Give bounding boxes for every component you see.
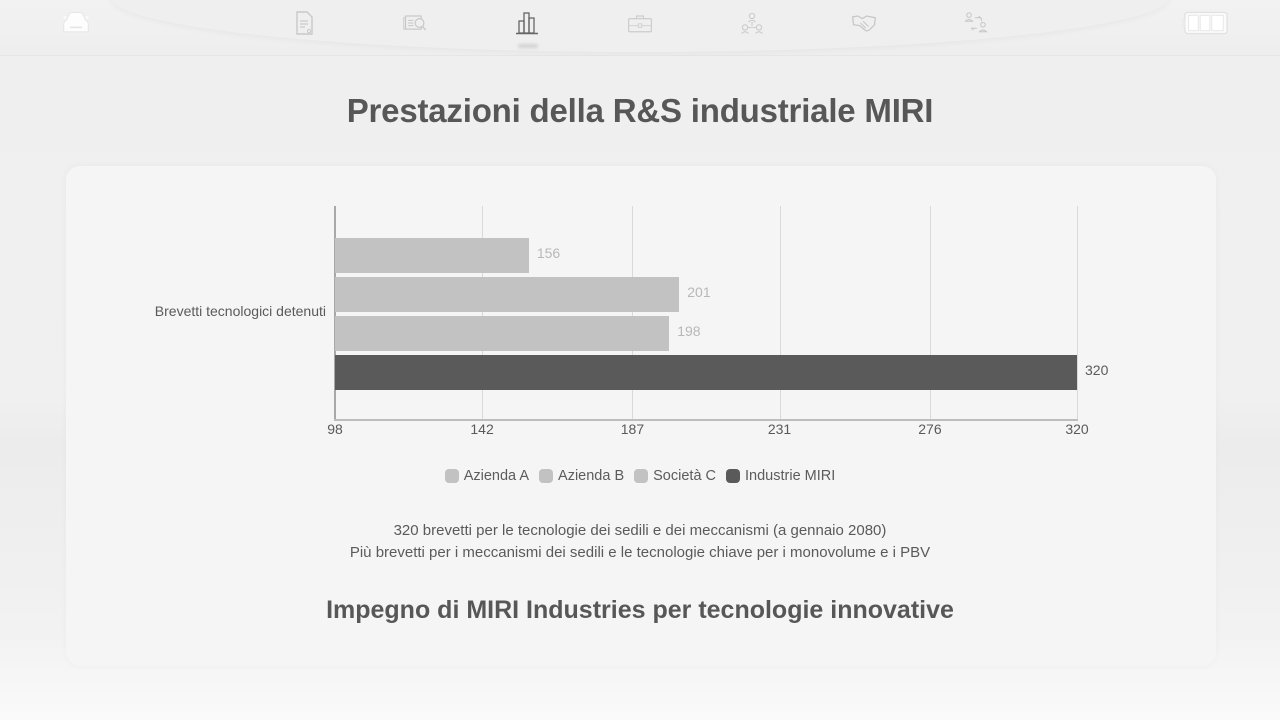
x-tick-label: 231	[767, 421, 792, 437]
note-line-1: 320 brevetti per le tecnologie dei sedil…	[393, 522, 887, 539]
document-icon	[290, 9, 318, 42]
gridline	[482, 206, 483, 420]
x-tick-label: 98	[327, 421, 343, 437]
x-axis-line	[334, 419, 1078, 421]
bar-value-label: 201	[687, 284, 711, 300]
org-chart-icon	[738, 9, 766, 42]
legend-swatch	[726, 469, 741, 483]
legend-item[interactable]: Azienda B	[539, 468, 624, 484]
bar-value-label: 156	[536, 245, 561, 261]
gridline	[1077, 206, 1078, 420]
org-chart-nav-button[interactable]	[736, 10, 768, 40]
legend-item[interactable]: Azienda A	[444, 468, 530, 484]
bar-azienda-a[interactable]	[335, 238, 529, 273]
gridline	[632, 206, 633, 420]
bar-value-label: 198	[677, 323, 701, 339]
page-title: Prestazioni della R&S industriale MIRI	[346, 92, 934, 129]
note-line-2: Più brevetti per i meccanismi dei sedili…	[349, 544, 931, 561]
bar-industrie-miri[interactable]	[335, 355, 1077, 390]
bar-societ-c[interactable]	[335, 316, 670, 351]
car-nav-button[interactable]	[60, 10, 92, 40]
people-exchange-icon	[962, 9, 990, 42]
section-subtitle: Impegno di MIRI Industries per tecnologi…	[326, 596, 954, 624]
legend-label: Industrie MIRI	[745, 468, 836, 484]
y-axis-line	[334, 206, 336, 421]
legend-label: Società C	[653, 468, 717, 484]
battery-icon	[1180, 9, 1230, 42]
legend-swatch	[539, 469, 554, 483]
bar-chart-icon	[514, 9, 542, 42]
x-tick-label: 142	[470, 421, 494, 437]
legend-item[interactable]: Società C	[634, 468, 716, 484]
document-search-nav-button[interactable]	[400, 10, 432, 40]
category-label: Brevetti tecnologici detenuti	[154, 303, 326, 319]
x-tick-label: 187	[620, 421, 645, 437]
bar-azienda-b[interactable]	[335, 277, 680, 312]
briefcase-nav-button[interactable]	[624, 10, 656, 40]
legend-item[interactable]: Industrie MIRI	[726, 468, 835, 484]
battery-nav-button	[1180, 10, 1230, 40]
x-tick-label: 320	[1065, 421, 1089, 437]
people-exchange-nav-button[interactable]	[960, 10, 992, 40]
handshake-nav-button[interactable]	[848, 10, 880, 40]
x-tick-label: 276	[918, 421, 942, 437]
legend-label: Azienda B	[558, 468, 625, 484]
gridline	[780, 206, 781, 420]
legend-swatch	[444, 469, 459, 483]
briefcase-icon	[626, 9, 654, 42]
chart-legend: Azienda A Azienda B Società C Industrie MIR…	[0, 468, 1280, 484]
document-nav-button[interactable]	[288, 10, 320, 40]
chart-card	[66, 166, 1216, 666]
legend-swatch	[634, 469, 649, 483]
car-icon	[62, 9, 90, 42]
gridline	[930, 206, 931, 420]
top-navigation-bar	[0, 0, 1280, 56]
bar-value-label: 320	[1085, 362, 1109, 378]
legend-label: Azienda A	[463, 468, 530, 484]
bar-chart-nav-button[interactable]	[512, 10, 544, 40]
document-search-icon	[402, 9, 430, 42]
handshake-icon	[850, 9, 878, 42]
